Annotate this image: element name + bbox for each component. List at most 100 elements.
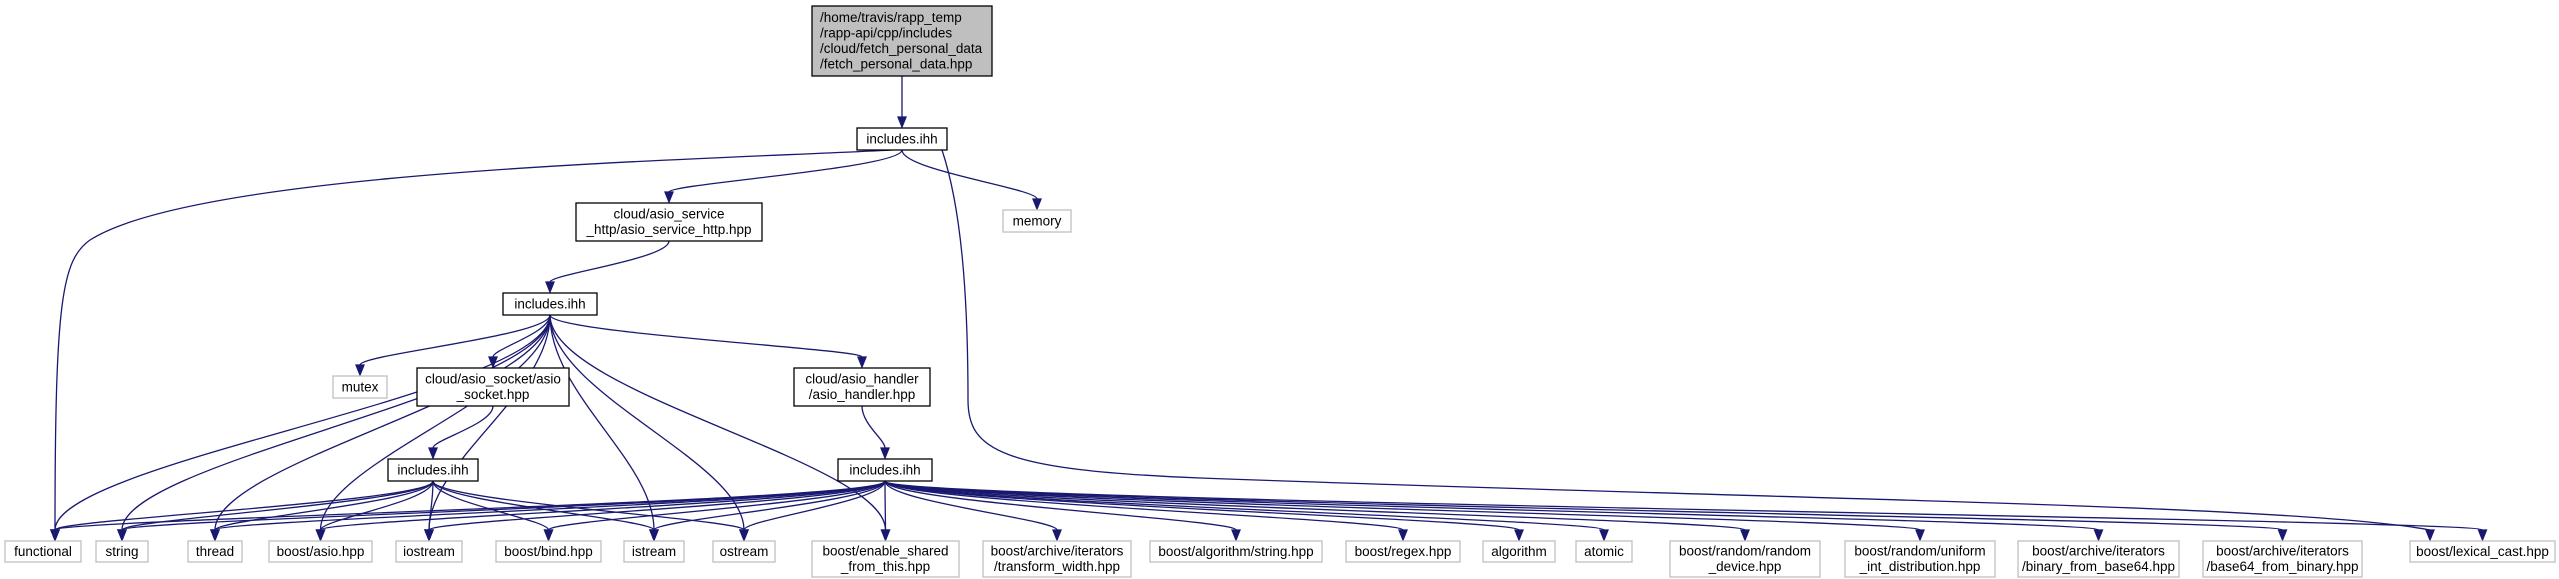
node-label-line: includes.ihh [849, 462, 920, 477]
edge-inc0-to-lexical_cast [941, 149, 2435, 542]
edge-line [941, 149, 2431, 531]
node-box [1149, 540, 1323, 563]
edge-line [549, 240, 670, 283]
node-transform-width: boost/archive/iterators/transform_width.… [982, 540, 1132, 578]
edge-inc3-to-istream [649, 480, 886, 542]
edge-arrowhead [880, 529, 891, 542]
node-label-line: includes.ihh [397, 462, 468, 477]
node-box [1669, 540, 1821, 578]
edge-arrowhead [1599, 529, 1609, 542]
node-string: string [95, 540, 149, 563]
edge-line [884, 480, 887, 531]
node-label-line: boost/archive/iterators [2032, 544, 2165, 559]
node-box [623, 540, 685, 563]
edge-arrowhead [897, 116, 907, 129]
node-random-device: boost/random/random_device.hpp [1669, 540, 1821, 578]
edge-arrowhead [739, 529, 749, 542]
node-inc2[interactable]: includes.ihh [387, 458, 479, 482]
edge-inc3-to-binary_from_base64 [884, 480, 2104, 542]
node-inc3[interactable]: includes.ihh [837, 458, 933, 482]
edge-arrowhead [2093, 529, 2104, 542]
node-box [187, 540, 243, 563]
node-box [268, 540, 373, 563]
edge-line [884, 480, 1237, 531]
edge-inc1-to-thread [210, 314, 551, 542]
node-box [95, 540, 149, 563]
edge-line [549, 314, 887, 531]
node-box [332, 375, 388, 399]
edge-inc3-to-bind_hpp [543, 480, 886, 542]
node-label-line: boost/enable_shared [822, 544, 948, 559]
edge-inc3-to-string [117, 480, 886, 542]
edge-arrowhead [50, 529, 60, 542]
node-box [575, 202, 763, 242]
node-box [837, 458, 933, 482]
edge-line [319, 480, 886, 531]
node-label-line: _from_this.hpp [840, 559, 930, 574]
edge-arrowhead [428, 447, 438, 460]
edge-arrowhead [543, 529, 554, 542]
edge-line [54, 314, 551, 531]
node-asio-service[interactable]: cloud/asio_service_http/asio_service_htt… [575, 202, 763, 242]
edge-line [549, 314, 655, 531]
node-box [416, 367, 570, 407]
edge-inc3-to-lexical_cast [884, 480, 2488, 542]
node-box [793, 367, 931, 407]
edge-arrowhead [545, 281, 555, 294]
edge-line [428, 314, 551, 531]
edge-line [884, 480, 2484, 531]
edge-arrowhead [424, 529, 434, 542]
node-box [4, 540, 82, 563]
node-algo-string: boost/algorithm/string.hpp [1149, 540, 1323, 563]
node-algorithm: algorithm [1482, 540, 1556, 563]
node-asio-handler[interactable]: cloud/asio_handler/asio_handler.hpp [793, 367, 931, 407]
edge-line [319, 480, 434, 531]
node-root[interactable]: /home/travis/rapp_temp/rapp-api/cpp/incl… [811, 5, 993, 77]
edge-arrowhead [117, 529, 127, 542]
node-label-line: cloud/asio_service [613, 207, 724, 222]
edge-arrowhead [1514, 529, 1524, 542]
edge-line [54, 149, 893, 531]
node-box [982, 540, 1132, 578]
edge-line [54, 480, 434, 531]
node-box [712, 540, 776, 563]
node-label-line: iostream [403, 544, 455, 559]
edge-line [547, 480, 886, 531]
edge-inc3-to-enable_shared [880, 480, 891, 542]
edge-inc3-to-asio_hpp [315, 480, 886, 542]
node-label-line: algorithm [1491, 544, 1547, 559]
node-asio-socket[interactable]: cloud/asio_socket/asio_socket.hpp [416, 367, 570, 407]
edge-inc0-to-memory [901, 149, 1042, 211]
edge-inc3-to-base64_from_binary [884, 480, 2288, 542]
node-label-line: includes.ihh [514, 296, 585, 311]
node-base64-from-binary: boost/archive/iterators/base64_from_bina… [2202, 540, 2363, 578]
edge-inc3-to-thread [210, 480, 886, 542]
node-label-line: boost/regex.hpp [1355, 544, 1452, 559]
edge-inc3-to-regex [884, 480, 1408, 542]
node-label-line: atomic [1584, 544, 1624, 559]
edge-inc1-to-asio_socket [488, 314, 551, 369]
node-ostream: ostream [712, 540, 776, 563]
edge-line [668, 149, 903, 193]
node-inc0[interactable]: includes.ihh [856, 127, 948, 151]
edge-line [432, 480, 550, 531]
node-label-line: /cloud/fetch_personal_data [820, 41, 983, 56]
node-inc1[interactable]: includes.ihh [502, 292, 598, 316]
node-iostream: iostream [395, 540, 463, 563]
node-label-line: _device.hpp [1708, 559, 1782, 574]
node-memory: memory [1002, 209, 1072, 233]
node-box [1844, 540, 1996, 578]
node-label-line: /transform_width.hpp [994, 559, 1120, 574]
nodes-layer: /home/travis/rapp_temp/rapp-api/cpp/incl… [4, 5, 2556, 578]
node-box [856, 127, 948, 151]
node-mutex: mutex [332, 375, 388, 399]
edge-line [743, 480, 886, 531]
edge-line [432, 480, 745, 531]
edge-line [428, 480, 886, 531]
node-label-line: boost/random/uniform [1854, 544, 1985, 559]
edge-inc3-to-random_device [884, 480, 1750, 542]
edge-line [121, 480, 886, 531]
node-label-line: /binary_from_base64.hpp [2022, 559, 2175, 574]
edges-layer [50, 75, 2488, 542]
node-istream: istream [623, 540, 685, 563]
